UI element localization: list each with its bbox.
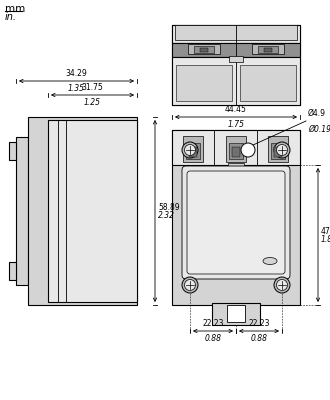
Circle shape <box>241 143 255 157</box>
Bar <box>172 57 300 105</box>
Bar <box>172 25 300 43</box>
FancyBboxPatch shape <box>182 166 290 279</box>
Circle shape <box>277 280 287 290</box>
Text: 1.35: 1.35 <box>68 84 85 93</box>
Bar <box>188 44 220 54</box>
Bar <box>274 147 282 157</box>
Text: 2.32: 2.32 <box>158 210 175 220</box>
Text: 34.29: 34.29 <box>66 69 87 78</box>
Circle shape <box>274 277 290 293</box>
Bar <box>226 136 246 162</box>
Bar <box>9 142 16 160</box>
Bar <box>229 56 243 62</box>
Bar <box>189 147 197 157</box>
Bar <box>194 46 214 53</box>
Circle shape <box>182 277 198 293</box>
Bar <box>232 147 240 157</box>
Text: 0.88: 0.88 <box>250 334 268 343</box>
Text: Ø0.19: Ø0.19 <box>308 125 330 134</box>
Circle shape <box>277 144 287 156</box>
Bar <box>172 43 300 57</box>
Bar <box>175 25 297 40</box>
Bar <box>28 117 137 305</box>
Circle shape <box>274 142 290 158</box>
Bar <box>176 65 232 101</box>
Text: mm: mm <box>5 4 25 14</box>
Bar <box>268 136 288 162</box>
Text: 1.87: 1.87 <box>321 234 330 244</box>
Bar <box>183 136 203 162</box>
Bar <box>252 44 284 54</box>
Text: 22.23: 22.23 <box>202 319 224 328</box>
Text: 1.75: 1.75 <box>227 120 245 129</box>
Bar <box>172 130 300 305</box>
Bar <box>258 46 278 53</box>
Bar <box>229 143 243 159</box>
Text: 44.45: 44.45 <box>225 105 247 114</box>
FancyBboxPatch shape <box>187 171 285 274</box>
Bar <box>227 305 245 322</box>
Bar <box>172 25 300 105</box>
Text: in.: in. <box>5 12 17 22</box>
Text: 1.25: 1.25 <box>84 98 101 107</box>
Circle shape <box>182 142 198 158</box>
Bar <box>9 262 16 280</box>
Text: 0.88: 0.88 <box>205 334 221 343</box>
Bar <box>212 303 260 325</box>
Text: 22.23: 22.23 <box>248 319 270 328</box>
Text: Ø4.9: Ø4.9 <box>308 109 326 118</box>
Bar <box>16 137 28 285</box>
Bar <box>240 65 296 101</box>
Bar <box>228 163 244 169</box>
Text: 58.89: 58.89 <box>158 202 180 212</box>
Bar <box>186 143 200 159</box>
Bar <box>48 120 137 302</box>
Circle shape <box>184 280 195 290</box>
Bar <box>271 143 285 159</box>
Bar <box>172 130 300 165</box>
Text: 47.6: 47.6 <box>321 226 330 236</box>
Ellipse shape <box>263 258 277 264</box>
Bar <box>200 48 208 52</box>
Text: 31.75: 31.75 <box>82 83 103 92</box>
Circle shape <box>184 144 195 156</box>
Bar <box>264 48 272 52</box>
